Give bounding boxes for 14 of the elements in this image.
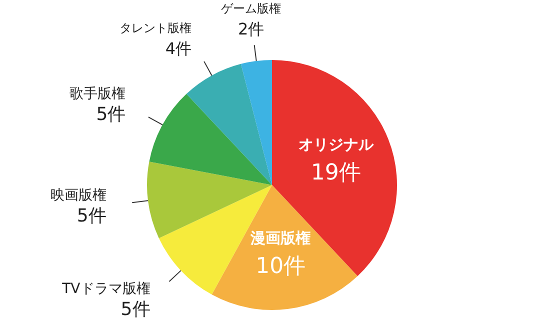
slice-label: 映画版権 (50, 188, 106, 204)
data-label: 2件 (238, 19, 264, 38)
slice-label: オリジナル (298, 136, 374, 154)
slice-label: 歌手版権 (70, 86, 126, 102)
slice-label: 漫画版権 (250, 229, 311, 248)
data-label: 4件 (165, 38, 192, 58)
data-label: 5件 (76, 206, 106, 227)
data-label: 10件 (256, 254, 306, 279)
slice-label: タレント版権 (120, 20, 192, 35)
data-label: 5件 (120, 298, 150, 320)
data-label: 19件 (310, 160, 361, 186)
data-label: 5件 (96, 104, 126, 126)
slice-label: TVドラマ版権 (61, 280, 150, 297)
slice-label: ゲーム版権 (221, 1, 282, 16)
